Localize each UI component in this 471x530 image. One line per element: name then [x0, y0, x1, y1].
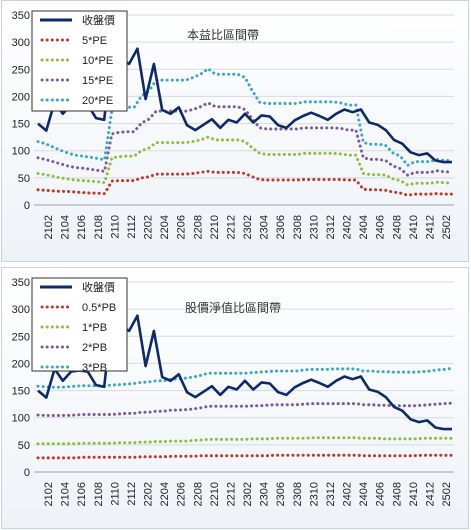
pb-band-chart: 0 50 100 150 200 250 300 350 2102 2104 2106 2108 211… [12, 277, 454, 506]
chart-title: 本益比區間帶 [187, 28, 259, 42]
y-tick-label: 200 [12, 358, 30, 370]
x-tick-label: 2212 [225, 482, 237, 506]
y-tick-label: 350 [12, 277, 30, 289]
band-line-1 [36, 169, 454, 197]
x-tick-label: 2312 [325, 215, 337, 239]
legend-label: 收盤價 [82, 13, 115, 27]
x-tick-label: 2102 [43, 215, 55, 239]
x-tick-label: 2210 [209, 215, 221, 239]
x-tick-label: 2106 [76, 215, 88, 239]
legend-label: 收盤價 [82, 280, 115, 294]
band-line-2 [36, 135, 454, 187]
y-tick-label: 150 [12, 386, 30, 398]
x-tick-label: 2108 [93, 482, 105, 506]
x-tick-label: 2304 [259, 215, 271, 239]
x-tick-label: 2204 [159, 215, 171, 239]
x-tick-label: 2208 [192, 215, 204, 239]
legend-label: 1*PB [82, 322, 107, 334]
x-tick-label: 2502 [441, 215, 453, 239]
legend-label: 20*PE [82, 95, 113, 107]
x-tick-label: 2312 [325, 482, 337, 506]
x-tick-label: 2306 [275, 482, 287, 506]
x-tick-label: 2206 [176, 482, 188, 506]
x-tick-label: 2310 [308, 482, 320, 506]
y-tick-label: 200 [12, 91, 30, 103]
y-tick-label: 300 [12, 37, 30, 49]
x-tick-label: 2110 [109, 482, 121, 506]
x-tick-label: 2308 [292, 215, 304, 239]
x-tick-label: 2310 [308, 215, 320, 239]
x-tick-label: 2210 [209, 482, 221, 506]
x-tick-label: 2406 [375, 482, 387, 506]
chart-title: 股價淨值比區間帶 [185, 300, 281, 315]
x-tick-label: 2402 [342, 215, 354, 239]
band-line-4 [36, 366, 454, 389]
band-line-3 [36, 401, 454, 417]
x-tick-label: 2408 [391, 215, 403, 239]
x-tick-label: 2204 [159, 482, 171, 506]
legend-label: 5*PE [82, 35, 107, 47]
y-tick-label: 150 [12, 119, 30, 131]
x-tick-label: 2306 [275, 215, 287, 239]
x-tick-label: 2404 [358, 482, 370, 506]
x-tick-label: 2206 [176, 215, 188, 239]
x-tick-label: 2108 [93, 215, 105, 239]
x-tick-label: 2308 [292, 482, 304, 506]
y-tick-label: 250 [12, 64, 30, 76]
x-tick-label: 2208 [192, 482, 204, 506]
y-tick-label: 0 [24, 467, 30, 479]
y-tick-label: 0 [24, 200, 30, 212]
x-tick-label: 2412 [424, 215, 436, 239]
legend-box [31, 277, 128, 372]
band-line-4 [36, 66, 454, 168]
y-tick-label: 100 [12, 146, 30, 158]
x-tick-label: 2502 [441, 482, 453, 506]
x-tick-label: 2104 [60, 215, 72, 239]
pe-band-chart: 0 50 100 150 200 250 300 350 2102 2104 2106 2108 211… [12, 10, 454, 239]
x-tick-label: 2106 [76, 482, 88, 506]
band-line-2 [36, 436, 454, 446]
x-tick-label: 2304 [259, 482, 271, 506]
x-tick-label: 2402 [342, 482, 354, 506]
x-tick-label: 2302 [242, 215, 254, 239]
y-tick-label: 100 [12, 413, 30, 425]
x-tick-label: 2212 [225, 215, 237, 239]
x-tick-label: 2112 [126, 215, 138, 239]
x-tick-label: 2302 [242, 482, 254, 506]
band-line-1 [36, 453, 454, 460]
x-tick-label: 2112 [126, 482, 138, 506]
x-tick-label: 2406 [375, 215, 387, 239]
y-tick-label: 50 [18, 173, 30, 185]
legend-label: 15*PE [82, 75, 113, 87]
legend-label: 3*PB [82, 362, 107, 374]
y-tick-label: 50 [18, 440, 30, 452]
legend-label: 2*PB [82, 342, 107, 354]
x-tick-label: 2102 [43, 482, 55, 506]
x-tick-label: 2408 [391, 482, 403, 506]
x-tick-label: 2410 [408, 215, 420, 239]
x-tick-label: 2404 [358, 215, 370, 239]
pb-band-chart-panel: 0 50 100 150 200 250 300 350 2102 2104 2106 2108 211… [1, 267, 469, 529]
x-tick-label: 2202 [143, 215, 155, 239]
pe-band-chart-panel: 0 50 100 150 200 250 300 350 2102 2104 2106 2108 211… [1, 0, 469, 262]
y-tick-label: 350 [12, 10, 30, 22]
x-tick-label: 2202 [143, 482, 155, 506]
legend-label: 0.5*PB [82, 302, 116, 314]
y-tick-label: 250 [12, 331, 30, 343]
y-tick-label: 300 [12, 304, 30, 316]
x-tick-label: 2104 [60, 482, 72, 506]
x-tick-label: 2110 [109, 215, 121, 239]
x-tick-label: 2412 [424, 482, 436, 506]
x-tick-label: 2410 [408, 482, 420, 506]
legend-label: 10*PE [82, 55, 113, 67]
band-line-3 [36, 101, 454, 177]
